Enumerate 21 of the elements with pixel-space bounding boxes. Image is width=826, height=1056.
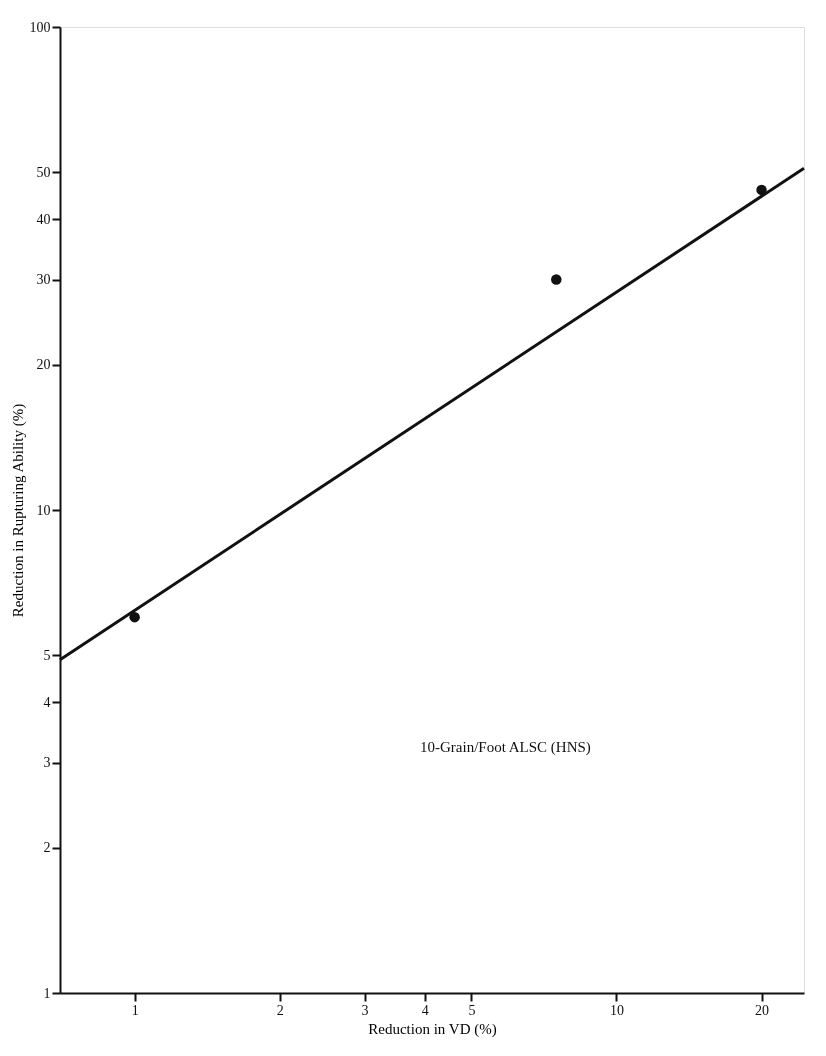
x-tick-label: 10 <box>609 1002 624 1018</box>
x-tick-label: 3 <box>361 1002 369 1018</box>
y-tick-label: 100 <box>29 19 51 35</box>
annotation: 10-Grain/Foot ALSC (HNS) <box>420 739 591 756</box>
x-axis-title: Reduction in VD (%) <box>368 1020 497 1038</box>
y-tick-label: 50 <box>36 164 51 180</box>
y-tick-label: 20 <box>36 357 51 373</box>
y-tick-label: 40 <box>36 211 51 227</box>
y-tick-label: 30 <box>36 272 51 288</box>
x-tick-label: 20 <box>755 1002 770 1018</box>
y-tick-label: 5 <box>43 647 51 663</box>
x-tick-label: 4 <box>421 1002 429 1018</box>
y-tick-label: 1 <box>43 985 51 1001</box>
x-tick-label: 1 <box>131 1002 139 1018</box>
y-tick-label: 10 <box>36 502 51 518</box>
y-axis-title: Reduction in Rupturing Ability (%) <box>9 403 27 618</box>
y-tick-label: 3 <box>43 755 51 771</box>
y-tick-label: 2 <box>43 840 51 856</box>
x-tick-label: 2 <box>276 1002 284 1018</box>
y-tick-label: 4 <box>43 694 51 710</box>
x-tick-label: 5 <box>468 1002 476 1018</box>
